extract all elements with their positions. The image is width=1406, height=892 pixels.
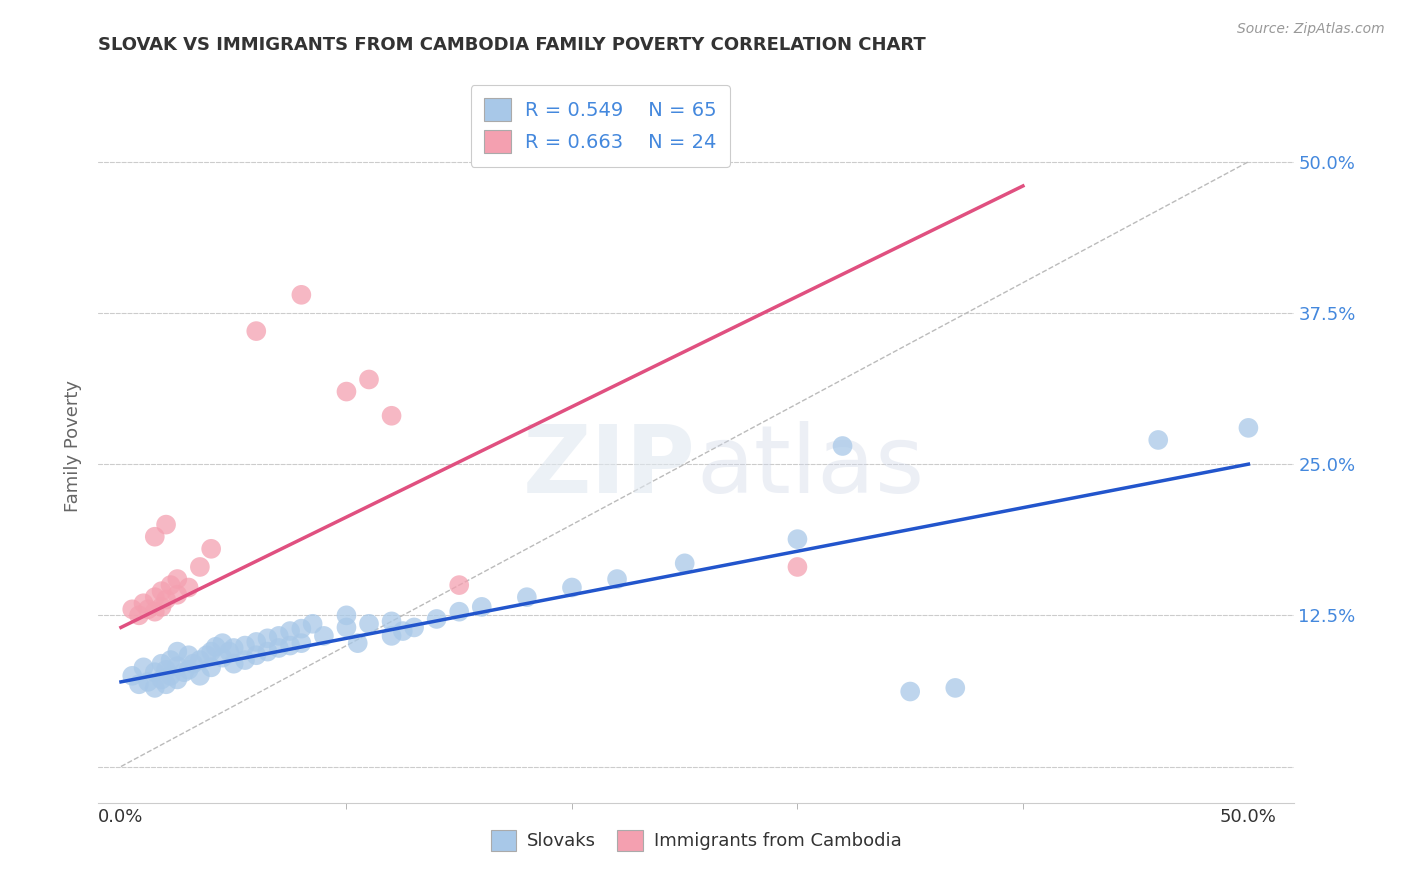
Point	[290, 622, 312, 636]
Point	[150, 584, 173, 599]
Point	[471, 599, 494, 614]
Point	[256, 645, 278, 659]
Point	[380, 615, 402, 629]
Point	[301, 616, 323, 631]
Point	[143, 605, 166, 619]
Point	[155, 663, 177, 677]
Point	[245, 324, 267, 338]
Point	[449, 605, 471, 619]
Point	[143, 530, 166, 544]
Point	[159, 669, 181, 683]
Text: Source: ZipAtlas.com: Source: ZipAtlas.com	[1237, 22, 1385, 37]
Point	[380, 629, 402, 643]
Point	[188, 560, 211, 574]
Point	[150, 673, 173, 687]
Point	[166, 588, 188, 602]
Point	[143, 665, 166, 680]
Point	[561, 581, 583, 595]
Point	[218, 645, 240, 659]
Point	[177, 663, 200, 677]
Point	[516, 590, 538, 604]
Point	[211, 636, 233, 650]
Point	[121, 602, 143, 616]
Point	[200, 645, 222, 659]
Point	[346, 636, 368, 650]
Legend: Slovaks, Immigrants from Cambodia: Slovaks, Immigrants from Cambodia	[484, 822, 908, 858]
Point	[673, 557, 696, 571]
Point	[181, 657, 204, 671]
Point	[335, 608, 357, 623]
Point	[290, 636, 312, 650]
Point	[426, 612, 449, 626]
Point	[159, 653, 181, 667]
Point	[278, 639, 301, 653]
Point	[136, 602, 159, 616]
Point	[233, 639, 256, 653]
Point	[449, 578, 471, 592]
Point	[392, 624, 415, 638]
Point	[278, 624, 301, 638]
Text: ZIP: ZIP	[523, 421, 696, 514]
Point	[404, 620, 426, 634]
Point	[128, 608, 150, 623]
Point	[150, 599, 173, 614]
Text: atlas: atlas	[696, 421, 924, 514]
Point	[1237, 421, 1260, 435]
Point	[159, 578, 181, 592]
Point	[155, 677, 177, 691]
Point	[188, 653, 211, 667]
Y-axis label: Family Poverty: Family Poverty	[65, 380, 83, 512]
Point	[290, 288, 312, 302]
Point	[132, 596, 155, 610]
Point	[200, 660, 222, 674]
Point	[1147, 433, 1170, 447]
Point	[155, 517, 177, 532]
Point	[786, 560, 808, 574]
Point	[267, 629, 290, 643]
Point	[166, 659, 188, 673]
Point	[195, 648, 218, 663]
Point	[256, 632, 278, 646]
Point	[166, 673, 188, 687]
Point	[200, 541, 222, 556]
Point	[898, 684, 921, 698]
Point	[222, 657, 245, 671]
Point	[357, 372, 380, 386]
Point	[335, 384, 357, 399]
Point	[136, 674, 159, 689]
Point	[173, 665, 195, 680]
Point	[211, 650, 233, 665]
Point	[188, 669, 211, 683]
Point	[121, 669, 143, 683]
Point	[222, 640, 245, 655]
Point	[267, 640, 290, 655]
Point	[943, 681, 966, 695]
Point	[166, 645, 188, 659]
Point	[245, 635, 267, 649]
Point	[128, 677, 150, 691]
Point	[245, 648, 267, 663]
Point	[606, 572, 628, 586]
Point	[831, 439, 853, 453]
Point	[357, 616, 380, 631]
Point	[380, 409, 402, 423]
Point	[204, 640, 226, 654]
Point	[233, 653, 256, 667]
Point	[177, 648, 200, 663]
Point	[143, 590, 166, 604]
Point	[312, 629, 335, 643]
Point	[150, 657, 173, 671]
Text: SLOVAK VS IMMIGRANTS FROM CAMBODIA FAMILY POVERTY CORRELATION CHART: SLOVAK VS IMMIGRANTS FROM CAMBODIA FAMIL…	[98, 36, 927, 54]
Point	[177, 581, 200, 595]
Point	[143, 681, 166, 695]
Point	[335, 620, 357, 634]
Point	[132, 660, 155, 674]
Point	[166, 572, 188, 586]
Point	[155, 592, 177, 607]
Point	[786, 532, 808, 546]
